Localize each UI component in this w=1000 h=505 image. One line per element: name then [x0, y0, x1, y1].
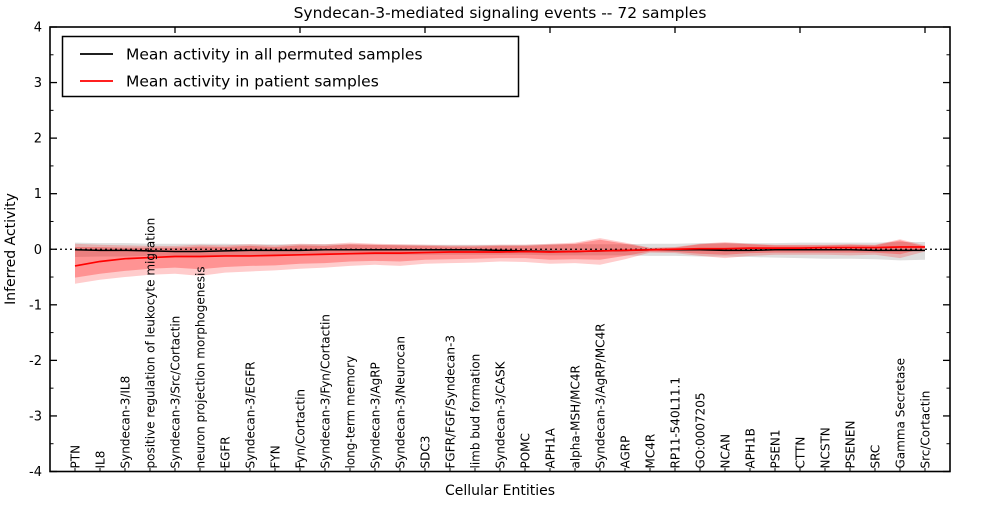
chart-title: Syndecan-3-mediated signaling events -- … — [294, 4, 707, 22]
x-category-label: IL8 — [94, 451, 108, 469]
x-category-label: Syndecan-3/AgRP — [369, 362, 383, 468]
x-category-label: Fyn/Cortactin — [294, 389, 308, 469]
x-axis-label: Cellular Entities — [445, 483, 555, 499]
x-category-label: PSENEN — [844, 421, 858, 469]
x-category-label: APH1B — [744, 428, 758, 468]
x-category-label: Syndecan-3/IL8 — [119, 376, 133, 469]
x-category-label: PTN — [69, 445, 83, 469]
y-tick-label: -4 — [29, 465, 42, 480]
legend: Mean activity in all permuted samples Mea… — [61, 35, 520, 98]
x-category-label: positive regulation of leukocyte migrati… — [144, 218, 158, 469]
x-category-label: FYN — [269, 445, 283, 468]
y-tick-label: -3 — [29, 409, 42, 424]
x-category-label: Src/Cortactin — [919, 391, 933, 469]
x-category-label: CTTN — [794, 437, 808, 469]
legend-box — [61, 35, 520, 98]
series-layer — [50, 246, 950, 267]
y-tick-label: 1 — [34, 187, 42, 202]
x-category-label: RP11-540L11.1 — [669, 377, 683, 468]
series-line-permuted — [74, 249, 925, 253]
x-category-label: AGRP — [619, 436, 633, 469]
y-tick-label: 2 — [34, 132, 42, 147]
x-category-label: APH1A — [544, 427, 558, 468]
legend-entry-label: Mean activity in all permuted samples — [126, 46, 423, 64]
y-axis-label: Inferred Activity — [3, 193, 19, 305]
y-tick-label: -1 — [29, 298, 42, 313]
x-category-label: FGFR/FGF/Syndecan-3 — [444, 335, 458, 468]
x-category-label: neuron projection morphogenesis — [194, 266, 208, 468]
x-category-label: limb bud formation — [469, 354, 483, 469]
x-category-labels: PTN IL8 Syndecan-3/IL8 positive regulation … — [69, 218, 933, 469]
x-category-label: Gamma Secretase — [894, 358, 908, 469]
x-category-label: EGFR — [219, 436, 233, 468]
x-category-label: Syndecan-3/CASK — [494, 360, 508, 468]
x-category-label: long-term memory — [344, 356, 358, 469]
x-category-label: PSEN1 — [769, 429, 783, 468]
x-category-label: MC4R — [644, 434, 658, 469]
x-category-label: Syndecan-3/Fyn/Cortactin — [319, 314, 333, 468]
x-category-label: NCSTN — [819, 427, 833, 468]
x-category-label: Syndecan-3/AgRP/MC4R — [594, 323, 608, 468]
x-category-label: NCAN — [719, 434, 733, 469]
y-tick-label: -2 — [29, 354, 42, 369]
x-category-label: SDC3 — [419, 436, 433, 469]
x-category-label: alpha-MSH/MC4R — [569, 365, 583, 468]
x-category-label: Syndecan-3/Src/Cortactin — [169, 316, 183, 469]
x-category-label: SRC — [869, 445, 883, 469]
x-category-label: POMC — [519, 433, 533, 468]
x-category-label: Syndecan-3/EGFR — [244, 361, 258, 468]
x-category-label: GO:0007205 — [694, 392, 708, 468]
y-tick-label: 4 — [34, 21, 42, 36]
legend-entry-label: Mean activity in patient samples — [126, 73, 379, 91]
x-category-label: Syndecan-3/Neurocan — [394, 336, 408, 468]
y-tick-label: 0 — [34, 243, 42, 258]
y-tick-label: 3 — [34, 76, 42, 91]
series-line-patient — [74, 246, 925, 267]
